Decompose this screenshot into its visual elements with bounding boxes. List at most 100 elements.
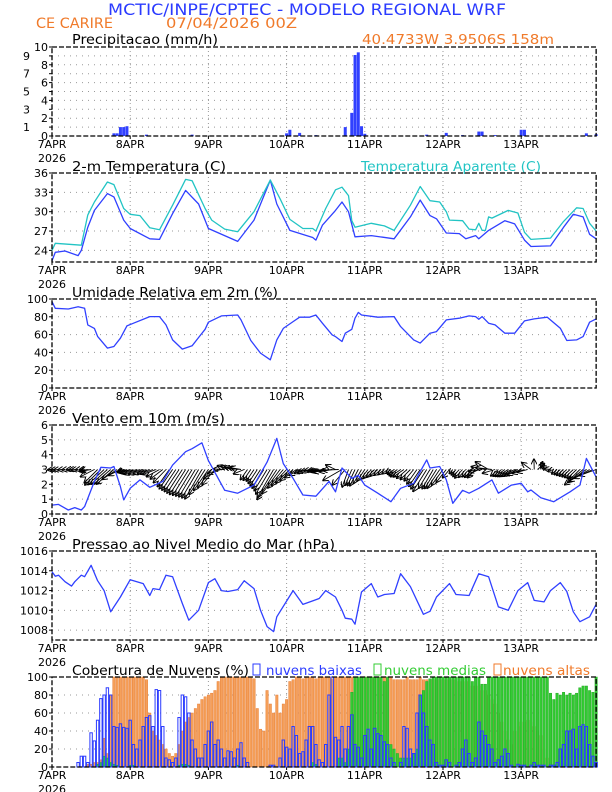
y-tick-label: 80 <box>34 689 48 702</box>
x-tick-label: 13APR <box>503 138 539 151</box>
low-clouds-bar <box>333 736 338 768</box>
precip-bar <box>493 135 497 136</box>
panel-frame <box>51 172 597 263</box>
high-clouds-bar <box>233 676 236 768</box>
pressure-panel-title: Pressao ao Nivel Medio do Mar (hPa) <box>72 537 335 553</box>
wind-arrow <box>258 469 274 498</box>
x-tick-label: 12APR <box>425 642 461 655</box>
y-tick-label: 20 <box>34 364 48 377</box>
medium-clouds-bar <box>526 676 530 768</box>
y-tick-label: 20 <box>34 743 48 756</box>
precip-bar <box>363 133 367 136</box>
high-clouds-bar <box>262 730 266 768</box>
low-clouds-bar <box>108 694 113 768</box>
x-tick-label: 12APR <box>425 769 461 782</box>
precip-bar <box>343 127 347 136</box>
wind-arrow <box>518 470 528 473</box>
precip-bar <box>350 112 354 136</box>
y-tick-label: 0 <box>41 761 48 774</box>
y-tick-label: 5 <box>41 434 48 447</box>
high-clouds-bar <box>246 676 249 768</box>
wind-arrow <box>332 469 346 485</box>
high-clouds-bar <box>265 690 269 768</box>
low-clouds-bar <box>206 730 211 768</box>
y-tick-label: 1012 <box>20 585 48 598</box>
precip-bar <box>360 126 364 136</box>
wind-arrow <box>453 469 460 477</box>
medium-clouds-bar <box>519 676 523 768</box>
medium-clouds-bar <box>438 676 442 768</box>
precip-bar <box>190 134 194 136</box>
x-tick-label: 11APR <box>347 642 383 655</box>
wind-arrow <box>419 469 431 489</box>
medium-clouds-bar <box>474 676 478 768</box>
legend-low-clouds-label: nuvens baixas <box>266 663 362 679</box>
wind-arrow <box>557 469 564 476</box>
panel-frame <box>51 676 597 768</box>
legend-low-clouds-swatch <box>252 663 261 676</box>
panel-frame <box>51 46 597 137</box>
wind-arrow <box>154 469 167 483</box>
medium-clouds-bar <box>539 676 543 768</box>
low-clouds-bar <box>193 748 198 768</box>
precip-bar <box>584 133 588 136</box>
x-tick-label: 7APR <box>38 138 67 151</box>
wind-panel-title: Vento em 10m (m/s) <box>72 411 225 427</box>
wind-arrow <box>554 470 561 475</box>
low-clouds-bar <box>473 757 478 768</box>
wind-arrow <box>147 469 160 477</box>
medium-clouds-bar <box>454 676 458 768</box>
clouds-panel: 0 20 40 60 80 100 7APR 8APR 9APR 10APR 11APR 12APR 1… <box>27 671 598 792</box>
y-tick-label: 40 <box>34 346 48 359</box>
wind-arrow <box>254 469 268 491</box>
low-clouds-bar <box>584 726 589 768</box>
medium-clouds-bar <box>516 676 520 768</box>
low-clouds-bar <box>297 753 302 768</box>
x-tick-label: 7APR <box>38 390 67 403</box>
low-clouds-bar <box>79 755 84 768</box>
medium-clouds-bar <box>457 676 461 768</box>
low-clouds-bar <box>82 755 87 768</box>
y-tick-label: 60 <box>34 329 48 342</box>
wind-arrow <box>462 469 470 477</box>
x-tick-label: 7APR <box>38 769 67 782</box>
panel-frame <box>51 298 597 389</box>
y-tick-label: 1014 <box>20 565 48 578</box>
y-tick-label: 27 <box>34 225 48 238</box>
medium-clouds-bar <box>552 699 556 768</box>
x-tick-label: 9APR <box>194 264 223 277</box>
precip-bar <box>118 127 122 136</box>
wind-arrow <box>179 469 196 497</box>
medium-clouds-bar <box>532 676 536 768</box>
wind-arrow <box>246 469 255 481</box>
medium-clouds-bar <box>529 676 533 768</box>
precip-bar <box>115 133 119 136</box>
high-clouds-bar <box>252 678 256 768</box>
precip-bar <box>125 126 129 136</box>
x-tick-label: 8APR <box>116 138 145 151</box>
x-tick-label: 9APR <box>194 769 223 782</box>
wind-arrow <box>80 470 92 472</box>
y-tick-label: 1008 <box>20 624 48 637</box>
temperature-panel: 24 27 30 33 36 7APR 8APR 9APR 10APR 11APR 12APR 13A… <box>34 167 597 291</box>
panel-frame <box>51 550 597 641</box>
wind-arrow <box>256 469 271 494</box>
y-tick-label: 3 <box>41 464 48 477</box>
y-tick-label: 3 <box>23 103 30 116</box>
high-clouds-bar <box>259 728 262 768</box>
x-tick-label: 11APR <box>347 138 383 151</box>
wind-arrow <box>176 469 193 496</box>
low-clouds-bar <box>346 726 351 768</box>
low-clouds-bar <box>578 726 582 768</box>
low-clouds-bar <box>438 764 442 768</box>
low-clouds-bar <box>327 694 331 768</box>
y-tick-label: 10 <box>34 41 48 54</box>
wind-arrow <box>476 462 489 470</box>
wind-arrow <box>234 469 245 474</box>
low-clouds-bar <box>486 744 491 768</box>
precip-bar <box>112 133 116 136</box>
low-clouds-bar <box>382 741 387 768</box>
precip-bar <box>144 134 148 136</box>
medium-clouds-bar <box>493 676 497 768</box>
